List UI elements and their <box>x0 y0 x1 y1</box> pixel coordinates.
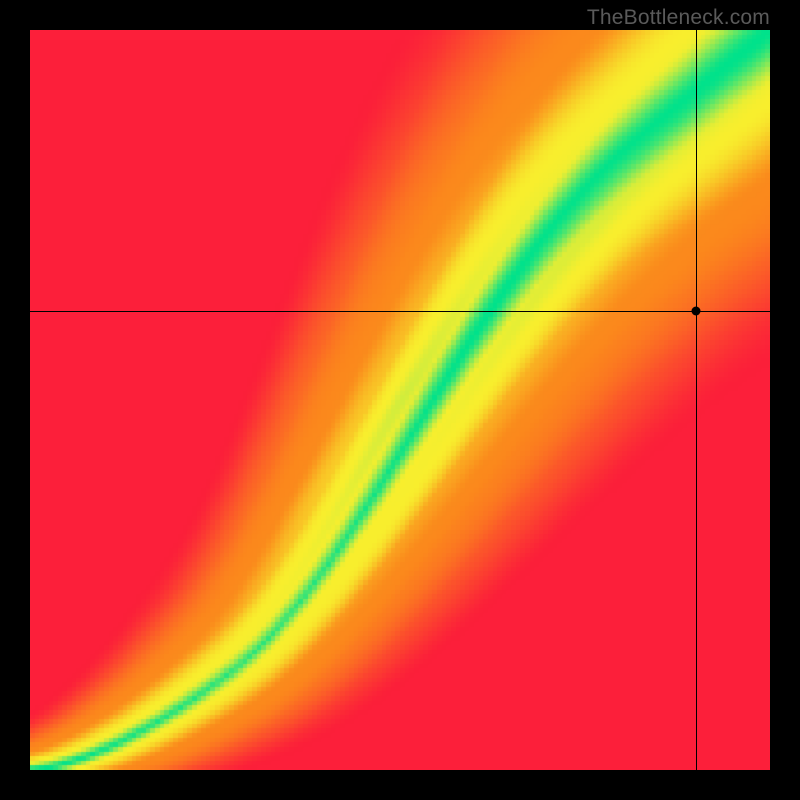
heatmap-canvas <box>30 30 770 770</box>
crosshair-vertical <box>696 30 697 770</box>
marker-dot <box>692 307 701 316</box>
chart-container: TheBottleneck.com <box>0 0 800 800</box>
crosshair-horizontal <box>30 311 770 312</box>
watermark-text: TheBottleneck.com <box>587 6 770 30</box>
heatmap-plot <box>30 30 770 770</box>
